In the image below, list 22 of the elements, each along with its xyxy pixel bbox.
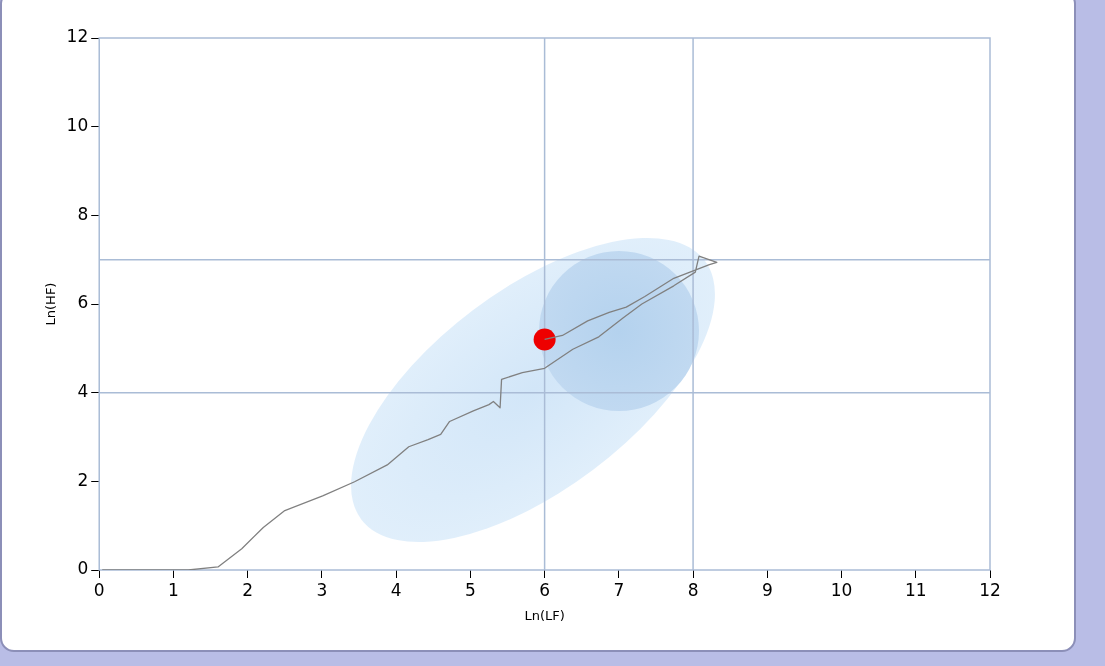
x-tick-label: 0: [93, 579, 105, 600]
x-tick-label: 3: [316, 579, 328, 600]
y-tick-label: 2: [77, 469, 89, 490]
x-tick-label: 4: [390, 579, 402, 600]
x-tick-label: 1: [168, 579, 179, 600]
x-tick-label: 5: [464, 579, 476, 600]
x-tick-label: 6: [539, 579, 551, 600]
x-tick-label: 9: [761, 579, 773, 600]
x-tick-label: 11: [904, 579, 927, 600]
y-tick-label: 6: [77, 292, 89, 313]
x-tick-label: 2: [242, 579, 254, 600]
y-axis-title: Ln(HF): [43, 282, 59, 326]
y-tick-label: 0: [77, 558, 89, 579]
y-tick-label: 12: [66, 26, 89, 47]
y-tick-label: 8: [77, 203, 89, 224]
x-tick-label: 12: [979, 579, 1001, 600]
x-tick-label: 10: [830, 579, 853, 600]
x-tick-label: 7: [613, 579, 625, 600]
x-axis-title: Ln(LF): [524, 607, 565, 623]
x-tick-label: 8: [687, 579, 699, 600]
y-tick-label: 10: [66, 115, 89, 136]
y-tick-label: 4: [77, 381, 89, 402]
